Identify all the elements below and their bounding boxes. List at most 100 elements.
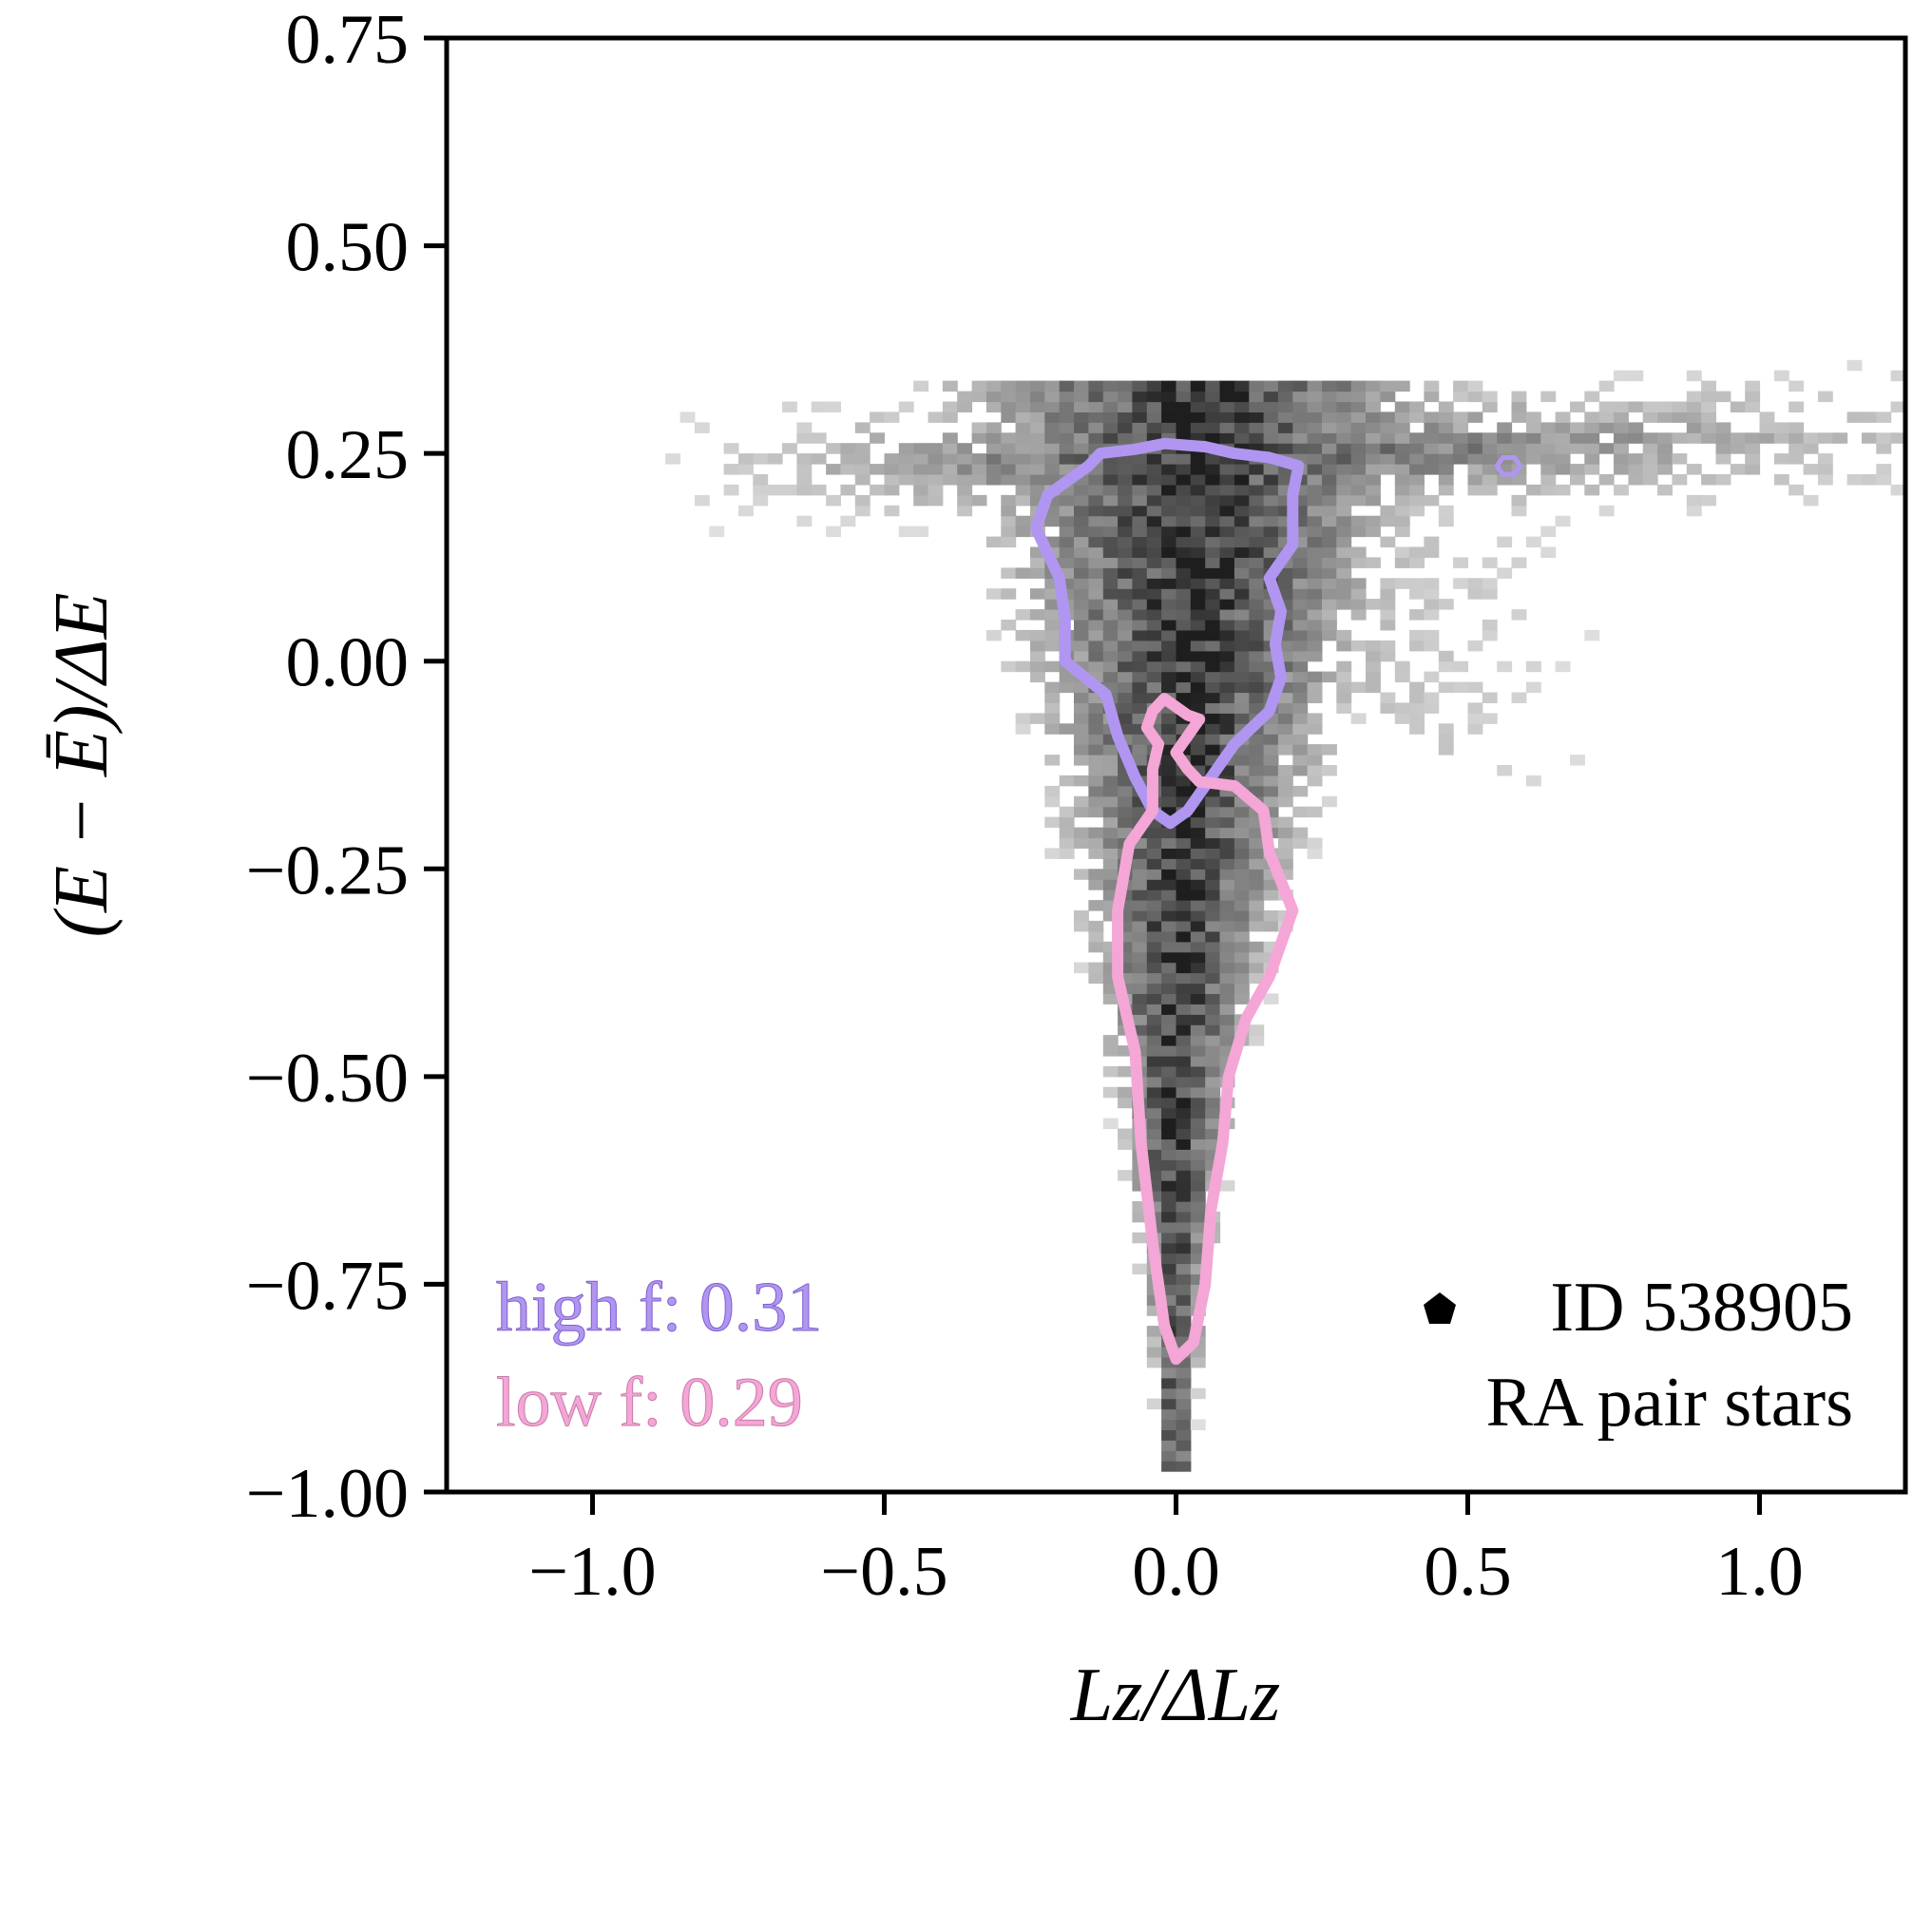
- heatmap-cell: [1102, 671, 1119, 683]
- heatmap-cell: [1074, 557, 1089, 568]
- heatmap-cell: [1234, 889, 1250, 901]
- heatmap-cell: [1176, 588, 1192, 600]
- heatmap-cell: [1249, 775, 1265, 787]
- heatmap-cell: [811, 401, 827, 412]
- heatmap-cell: [1102, 546, 1119, 558]
- heatmap-cell: [1044, 391, 1061, 403]
- heatmap-cell: [957, 391, 973, 403]
- heatmap-cell: [826, 401, 841, 412]
- heatmap-cell: [1074, 744, 1089, 756]
- heatmap-cell: [1176, 837, 1192, 849]
- heatmap-cell: [1102, 734, 1119, 745]
- heatmap-cell: [1132, 609, 1148, 621]
- heatmap-cell: [1263, 806, 1279, 818]
- heatmap-cell: [1350, 599, 1367, 610]
- heatmap-cell: [1059, 671, 1075, 683]
- heatmap-cell: [1161, 1065, 1176, 1078]
- heatmap-cell: [1161, 1221, 1176, 1234]
- heatmap-cell: [1307, 640, 1323, 652]
- heatmap-cell: [1745, 443, 1761, 454]
- heatmap-cell: [1584, 422, 1600, 433]
- x-tick-label: 1.0: [1715, 1533, 1804, 1611]
- heatmap-cell: [796, 515, 813, 527]
- heatmap-cell: [957, 401, 973, 412]
- heatmap-cell: [1132, 464, 1148, 475]
- heatmap-cell: [971, 432, 987, 444]
- heatmap-cell: [1205, 993, 1221, 1004]
- heatmap-cell: [1205, 1128, 1221, 1139]
- heatmap-cell: [1205, 609, 1221, 621]
- heatmap-cell: [957, 443, 973, 454]
- heatmap-cell: [985, 536, 1002, 548]
- heatmap-cell: [1044, 713, 1061, 724]
- heatmap-cell: [1190, 1076, 1206, 1088]
- heatmap-cell: [1263, 795, 1279, 808]
- heatmap-cell: [1366, 432, 1381, 444]
- heatmap-cell: [1249, 443, 1265, 454]
- heatmap-cell: [1015, 609, 1031, 621]
- heatmap-cell: [1497, 432, 1513, 444]
- heatmap-cell: [1176, 795, 1192, 808]
- heatmap-cell: [1555, 464, 1571, 475]
- heatmap-cell: [1190, 879, 1206, 890]
- heatmap-cell: [1161, 1305, 1176, 1316]
- heatmap-cell: [1132, 1201, 1148, 1213]
- heatmap-cell: [1584, 391, 1600, 403]
- heatmap-cell: [1497, 660, 1513, 673]
- heatmap-cell: [1292, 443, 1309, 454]
- heatmap-cell: [1277, 578, 1293, 589]
- heatmap-cell: [1102, 536, 1119, 548]
- heatmap-cell: [1453, 411, 1468, 423]
- heatmap-cell: [1336, 453, 1352, 465]
- heatmap-cell: [1249, 599, 1265, 610]
- heatmap-cell: [1190, 951, 1206, 964]
- heatmap-cell: [1001, 567, 1017, 579]
- heatmap-cell: [1146, 920, 1162, 932]
- heatmap-cell: [1190, 1097, 1206, 1109]
- heatmap-cell: [1745, 432, 1761, 444]
- heatmap-cell: [1074, 806, 1089, 818]
- heatmap-cell: [1570, 422, 1585, 433]
- heatmap-cell: [1146, 609, 1162, 621]
- heatmap-cell: [1146, 1107, 1162, 1119]
- heatmap-cell: [1132, 505, 1148, 517]
- heatmap-cell: [1555, 515, 1571, 527]
- heatmap-cell: [1146, 494, 1162, 507]
- heatmap-cell: [1482, 588, 1498, 600]
- heatmap-cell: [753, 474, 769, 486]
- heatmap-cell: [1146, 526, 1162, 538]
- heatmap-cell: [1249, 816, 1265, 829]
- heatmap-cell: [1701, 494, 1716, 507]
- heatmap-cell: [1292, 401, 1309, 412]
- heatmap-cell: [1161, 1356, 1176, 1368]
- heatmap-cell: [1190, 858, 1206, 870]
- heatmap-cell: [1307, 515, 1323, 527]
- heatmap-cell: [1176, 599, 1192, 610]
- heatmap-cell: [1277, 744, 1293, 756]
- heatmap-cell: [1350, 380, 1367, 392]
- heatmap-cell: [1161, 910, 1176, 922]
- heatmap-cell: [1336, 578, 1352, 589]
- heatmap-cell: [1118, 1045, 1133, 1057]
- heatmap-cell: [1176, 546, 1192, 558]
- heatmap-cell: [1205, 837, 1221, 849]
- heatmap-cell: [1540, 526, 1557, 538]
- heatmap-cell: [753, 484, 769, 496]
- heatmap-cell: [1424, 692, 1440, 703]
- heatmap-cell: [1511, 474, 1527, 486]
- heatmap-cell: [1350, 578, 1367, 589]
- heatmap-cell: [971, 422, 987, 433]
- heatmap-cell: [1366, 380, 1381, 392]
- heatmap-cell: [1540, 484, 1557, 496]
- heatmap-cell: [1190, 1138, 1206, 1150]
- heatmap-cell: [1118, 391, 1133, 403]
- heatmap-cell: [1467, 411, 1483, 423]
- heatmap-cell: [1118, 1086, 1133, 1099]
- heatmap-cell: [1161, 837, 1176, 849]
- heatmap-cell: [1205, 1024, 1221, 1036]
- heatmap-cell: [1132, 972, 1148, 985]
- heatmap-cell: [1745, 453, 1761, 465]
- heatmap-cell: [913, 474, 929, 486]
- heatmap-cell: [1088, 827, 1104, 839]
- heatmap-cell: [1190, 620, 1206, 631]
